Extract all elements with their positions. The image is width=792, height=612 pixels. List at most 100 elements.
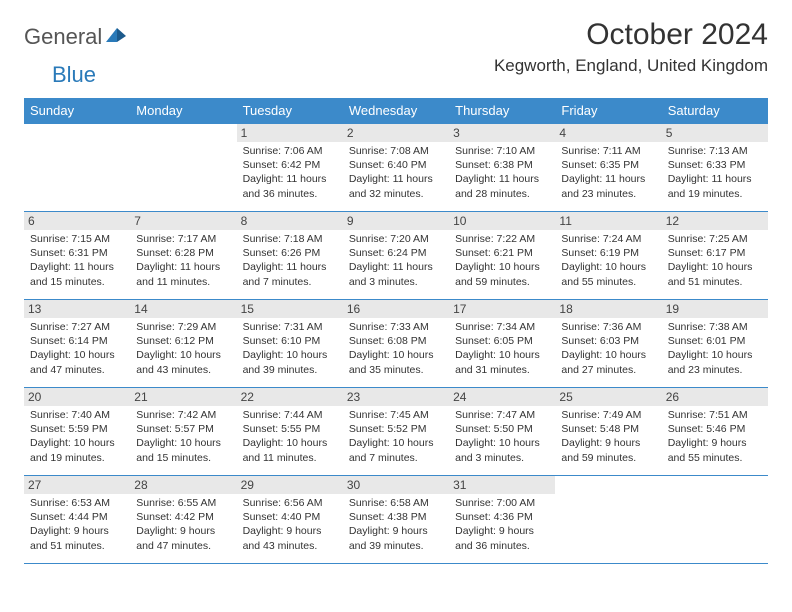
calendar-page: General October 2024 Kegworth, England, … [0, 0, 792, 582]
calendar-cell: 31Sunrise: 7:00 AMSunset: 4:36 PMDayligh… [449, 476, 555, 564]
logo-mark-icon [106, 26, 128, 49]
calendar-cell: 15 Sunrise: 7:31 AMSunset: 6:10 PMDayligh… [237, 300, 343, 388]
weekday-header: Monday [130, 98, 236, 124]
calendar-cell: 10 Sunrise: 7:22 AMSunset: 6:21 PMDayligh… [449, 212, 555, 300]
day-number: 14 [130, 300, 236, 318]
calendar-cell [130, 124, 236, 212]
calendar-cell: 24Sunrise: 7:47 AMSunset: 5:50 PMDayligh… [449, 388, 555, 476]
calendar-cell: 23 Sunrise: 7:45 AMSunset: 5:52 PMDayligh… [343, 388, 449, 476]
weekday-header: Thursday [449, 98, 555, 124]
calendar-cell: 11 Sunrise: 7:24 AMSunset: 6:19 PMDayligh… [555, 212, 661, 300]
day-number: 13 [24, 300, 130, 318]
day-info: Sunrise: 7:24 AMSunset: 6:19 PMDaylight:… [561, 232, 655, 289]
day-info: Sunrise: 7:10 AMSunset: 6:38 PMDaylight:… [455, 144, 549, 201]
day-info: Sunrise: 7:45 AMSunset: 5:52 PMDaylight:… [349, 408, 443, 465]
day-number: 26 [662, 388, 768, 406]
calendar-cell: 8 Sunrise: 7:18 AMSunset: 6:26 PMDaylight… [237, 212, 343, 300]
day-info: Sunrise: 7:44 AMSunset: 5:55 PMDaylight:… [243, 408, 337, 465]
day-number: 5 [662, 124, 768, 142]
calendar-cell: 2 Sunrise: 7:08 AMSunset: 6:40 PMDaylight… [343, 124, 449, 212]
calendar-week: 1Sunrise: 7:06 AMSunset: 6:42 PMDaylight… [24, 124, 768, 212]
day-info: Sunrise: 7:13 AMSunset: 6:33 PMDaylight:… [668, 144, 762, 201]
day-info: Sunrise: 6:53 AMSunset: 4:44 PMDaylight:… [30, 496, 124, 553]
day-info: Sunrise: 7:29 AMSunset: 6:12 PMDaylight:… [136, 320, 230, 377]
day-info: Sunrise: 7:11 AMSunset: 6:35 PMDaylight:… [561, 144, 655, 201]
day-number: 31 [449, 476, 555, 494]
logo: General [24, 18, 130, 50]
day-info: Sunrise: 6:56 AMSunset: 4:40 PMDaylight:… [243, 496, 337, 553]
day-number: 30 [343, 476, 449, 494]
day-info: Sunrise: 7:22 AMSunset: 6:21 PMDaylight:… [455, 232, 549, 289]
calendar-cell: 26Sunrise: 7:51 AMSunset: 5:46 PMDayligh… [662, 388, 768, 476]
day-number: 18 [555, 300, 661, 318]
day-number: 20 [24, 388, 130, 406]
calendar-cell: 29 Sunrise: 6:56 AMSunset: 4:40 PMDayligh… [237, 476, 343, 564]
weekday-header: Friday [555, 98, 661, 124]
day-info: Sunrise: 7:40 AMSunset: 5:59 PMDaylight:… [30, 408, 124, 465]
day-number: 16 [343, 300, 449, 318]
calendar-cell: 3 Sunrise: 7:10 AMSunset: 6:38 PMDaylight… [449, 124, 555, 212]
day-number: 27 [24, 476, 130, 494]
weekday-header: Saturday [662, 98, 768, 124]
day-info: Sunrise: 7:42 AMSunset: 5:57 PMDaylight:… [136, 408, 230, 465]
calendar-cell: 22Sunrise: 7:44 AMSunset: 5:55 PMDayligh… [237, 388, 343, 476]
calendar-cell: 27 Sunrise: 6:53 AMSunset: 4:44 PMDayligh… [24, 476, 130, 564]
day-number: 15 [237, 300, 343, 318]
day-number: 24 [449, 388, 555, 406]
location-text: Kegworth, England, United Kingdom [494, 56, 768, 76]
day-number: 2 [343, 124, 449, 142]
calendar-cell: 19Sunrise: 7:38 AMSunset: 6:01 PMDayligh… [662, 300, 768, 388]
calendar-week: 6Sunrise: 7:15 AMSunset: 6:31 PMDaylight… [24, 212, 768, 300]
day-number: 25 [555, 388, 661, 406]
day-number: 17 [449, 300, 555, 318]
month-title: October 2024 [494, 18, 768, 52]
day-number: 21 [130, 388, 236, 406]
calendar-cell [662, 476, 768, 564]
calendar-cell: 25Sunrise: 7:49 AMSunset: 5:48 PMDayligh… [555, 388, 661, 476]
day-info: Sunrise: 7:08 AMSunset: 6:40 PMDaylight:… [349, 144, 443, 201]
day-info: Sunrise: 7:38 AMSunset: 6:01 PMDaylight:… [668, 320, 762, 377]
calendar-cell: 21 Sunrise: 7:42 AMSunset: 5:57 PMDayligh… [130, 388, 236, 476]
calendar-week: 20 Sunrise: 7:40 AMSunset: 5:59 PMDayligh… [24, 388, 768, 476]
calendar-cell: 17 Sunrise: 7:34 AMSunset: 6:05 PMDayligh… [449, 300, 555, 388]
day-info: Sunrise: 7:27 AMSunset: 6:14 PMDaylight:… [30, 320, 124, 377]
calendar-cell: 12 Sunrise: 7:25 AMSunset: 6:17 PMDayligh… [662, 212, 768, 300]
day-info: Sunrise: 6:55 AMSunset: 4:42 PMDaylight:… [136, 496, 230, 553]
weekday-header: Wednesday [343, 98, 449, 124]
calendar-cell: 1Sunrise: 7:06 AMSunset: 6:42 PMDaylight… [237, 124, 343, 212]
day-info: Sunrise: 7:25 AMSunset: 6:17 PMDaylight:… [668, 232, 762, 289]
calendar-cell: 5 Sunrise: 7:13 AMSunset: 6:33 PMDaylight… [662, 124, 768, 212]
weekday-header: Sunday [24, 98, 130, 124]
day-number: 10 [449, 212, 555, 230]
day-number: 3 [449, 124, 555, 142]
day-number: 1 [237, 124, 343, 142]
logo-text-blue: Blue [52, 62, 96, 87]
day-number: 29 [237, 476, 343, 494]
calendar-cell: 13 Sunrise: 7:27 AMSunset: 6:14 PMDayligh… [24, 300, 130, 388]
day-number: 12 [662, 212, 768, 230]
calendar-cell: 4Sunrise: 7:11 AMSunset: 6:35 PMDaylight… [555, 124, 661, 212]
calendar-week: 13 Sunrise: 7:27 AMSunset: 6:14 PMDayligh… [24, 300, 768, 388]
day-number: 7 [130, 212, 236, 230]
day-number: 9 [343, 212, 449, 230]
day-info: Sunrise: 7:15 AMSunset: 6:31 PMDaylight:… [30, 232, 124, 289]
day-info: Sunrise: 7:31 AMSunset: 6:10 PMDaylight:… [243, 320, 337, 377]
calendar-cell: 16Sunrise: 7:33 AMSunset: 6:08 PMDayligh… [343, 300, 449, 388]
day-number: 11 [555, 212, 661, 230]
day-info: Sunrise: 7:17 AMSunset: 6:28 PMDaylight:… [136, 232, 230, 289]
day-info: Sunrise: 7:34 AMSunset: 6:05 PMDaylight:… [455, 320, 549, 377]
day-number: 23 [343, 388, 449, 406]
day-info: Sunrise: 7:18 AMSunset: 6:26 PMDaylight:… [243, 232, 337, 289]
calendar-cell [24, 124, 130, 212]
calendar-body: 1Sunrise: 7:06 AMSunset: 6:42 PMDaylight… [24, 124, 768, 564]
calendar-cell: 14 Sunrise: 7:29 AMSunset: 6:12 PMDayligh… [130, 300, 236, 388]
calendar-head: SundayMondayTuesdayWednesdayThursdayFrid… [24, 98, 768, 124]
calendar-cell: 20 Sunrise: 7:40 AMSunset: 5:59 PMDayligh… [24, 388, 130, 476]
title-block: October 2024 Kegworth, England, United K… [494, 18, 768, 76]
day-info: Sunrise: 7:20 AMSunset: 6:24 PMDaylight:… [349, 232, 443, 289]
calendar-cell: 18Sunrise: 7:36 AMSunset: 6:03 PMDayligh… [555, 300, 661, 388]
day-number: 8 [237, 212, 343, 230]
calendar-table: SundayMondayTuesdayWednesdayThursdayFrid… [24, 98, 768, 564]
calendar-cell: 30Sunrise: 6:58 AMSunset: 4:38 PMDayligh… [343, 476, 449, 564]
calendar-cell: 9 Sunrise: 7:20 AMSunset: 6:24 PMDaylight… [343, 212, 449, 300]
